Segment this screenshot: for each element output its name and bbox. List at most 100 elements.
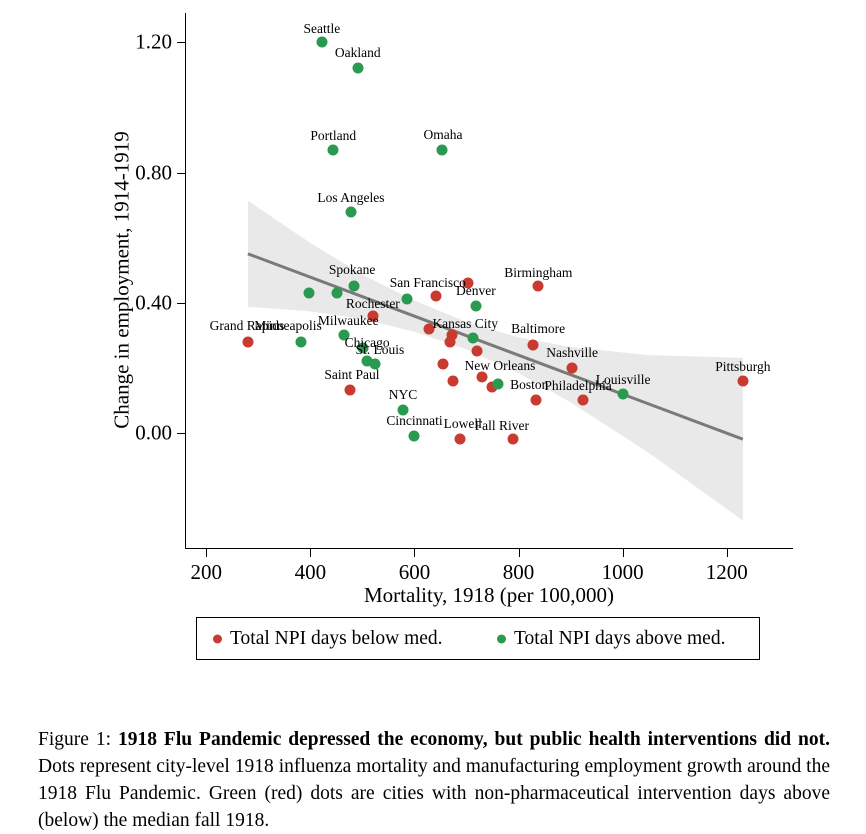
city-label-philadelphia: Philadelphia — [544, 378, 612, 394]
fit-and-ci-layer — [247, 200, 744, 521]
data-point-pittsburgh — [737, 375, 749, 387]
city-label-saint-paul: Saint Paul — [324, 367, 380, 383]
data-point-seattle — [316, 36, 328, 48]
x-tick-label-1000: 1000 — [601, 560, 644, 584]
scatter-plot: Change in employment, 1914-1919 Mortalit… — [110, 13, 793, 607]
data-point-lowell — [454, 433, 466, 445]
data-point-oakland — [352, 62, 364, 74]
y-tick-label-0.80: 0.80 — [135, 160, 172, 184]
city-label-st-louis: St. Louis — [355, 342, 405, 358]
legend-label-above: Total NPI days above med. — [514, 627, 726, 649]
caption-body-text: Dots represent city-level 1918 influenza… — [38, 755, 830, 831]
city-label-portland: Portland — [310, 127, 357, 143]
city-label-chicago: Chicago — [344, 335, 390, 351]
legend-label-below: Total NPI days below med. — [230, 627, 443, 649]
city-label-cincinnati: Cincinnati — [386, 412, 443, 428]
data-point-unlabeled — [401, 293, 413, 305]
x-tick-label-400: 400 — [294, 560, 327, 584]
x-tick-label-600: 600 — [398, 560, 431, 584]
y-tick-0.00 — [177, 432, 185, 434]
data-point-nyc — [397, 404, 409, 416]
data-point-kansas-city — [467, 332, 479, 344]
city-label-los-angeles: Los Angeles — [317, 189, 385, 205]
city-label-birmingham: Birmingham — [504, 265, 573, 281]
city-label-grand-rapids: Grand Rapids — [209, 317, 285, 333]
legend-box: Total NPI days below med. Total NPI days… — [196, 617, 760, 660]
city-label-louisville: Louisville — [595, 371, 651, 387]
x-axis-line — [185, 548, 793, 549]
data-point-fall-river — [507, 433, 519, 445]
y-tick-0.80 — [177, 172, 185, 174]
data-point-unlabeled — [357, 342, 369, 354]
data-point-unlabeled — [423, 323, 435, 335]
y-axis-line — [185, 13, 186, 549]
city-label-fall-river: Fall River — [474, 418, 529, 434]
data-point-denver — [470, 300, 482, 312]
city-label-new-orleans: New Orleans — [464, 358, 536, 374]
x-tick-600 — [414, 549, 416, 557]
legend-red-dot-icon — [213, 634, 222, 643]
data-point-nashville — [566, 362, 578, 374]
y-tick-label-0.40: 0.40 — [135, 290, 172, 315]
data-point-grand-rapids — [242, 336, 254, 348]
data-point-unlabeled — [446, 329, 458, 341]
data-point-chicago — [361, 355, 373, 367]
city-label-minneapolis: Minneapolis — [254, 317, 322, 333]
data-point-unlabeled — [447, 375, 459, 387]
city-label-spokane: Spokane — [328, 262, 376, 278]
data-point-omaha — [436, 144, 448, 156]
x-tick-label-800: 800 — [502, 560, 535, 584]
data-point-philadelphia — [577, 394, 589, 406]
data-point-unlabeled — [471, 345, 483, 357]
x-tick-200 — [206, 549, 208, 557]
legend-green-dot-icon — [497, 634, 506, 643]
data-point-boston — [530, 394, 542, 406]
data-point-unlabeled — [331, 287, 343, 299]
data-point-new-orleans — [486, 381, 498, 393]
data-point-spokane — [348, 280, 360, 292]
city-label-lowell: Lowell — [443, 416, 482, 432]
data-point-saint-paul — [344, 384, 356, 396]
city-label-san-francisco: San Francisco — [389, 275, 466, 291]
data-point-cincinnati — [408, 430, 420, 442]
data-point-milwaukee — [338, 329, 350, 341]
x-tick-400 — [310, 549, 312, 557]
y-tick-1.20 — [177, 42, 185, 44]
city-label-kansas-city: Kansas City — [432, 316, 499, 332]
data-point-louisville — [617, 388, 629, 400]
x-tick-label-1200: 1200 — [705, 560, 748, 584]
city-label-nashville: Nashville — [546, 344, 599, 360]
data-point-unlabeled — [476, 371, 488, 383]
x-tick-1200 — [726, 549, 728, 557]
city-label-denver: Denver — [455, 282, 496, 298]
city-label-oakland: Oakland — [334, 45, 381, 61]
data-point-los-angeles — [345, 206, 357, 218]
city-label-boston: Boston — [510, 377, 549, 393]
confidence-band — [247, 200, 743, 521]
city-label-milwaukee: Milwaukee — [317, 313, 379, 329]
regression-line — [247, 252, 744, 441]
caption-bold-title: 1918 Flu Pandemic depressed the economy,… — [117, 728, 830, 750]
city-label-baltimore: Baltimore — [511, 320, 566, 336]
x-axis-title: Mortality, 1918 (per 100,000) — [363, 583, 615, 607]
data-point-unlabeled — [303, 287, 315, 299]
x-tick-label-200: 200 — [190, 560, 223, 584]
city-label-nyc: NYC — [388, 386, 418, 402]
data-point-birmingham — [532, 280, 544, 292]
data-point-st-louis — [369, 358, 381, 370]
data-point-rochester — [367, 310, 379, 322]
data-point-unlabeled — [444, 336, 456, 348]
caption-figure-number: Figure 1: — [38, 728, 118, 750]
data-point-unlabeled — [462, 277, 474, 289]
data-point-portland — [327, 144, 339, 156]
city-label-rochester: Rochester — [345, 295, 400, 311]
data-point-baltimore — [527, 339, 539, 351]
city-label-omaha: Omaha — [423, 126, 463, 142]
data-point-unlabeled — [437, 358, 449, 370]
city-label-pittsburgh: Pittsburgh — [715, 358, 771, 374]
y-tick-label-1.20: 1.20 — [135, 29, 172, 54]
y-tick-0.40 — [177, 302, 185, 304]
figure-caption: Figure 1: 1918 Flu Pandemic depressed th… — [38, 726, 830, 834]
data-point-san-francisco — [430, 290, 442, 302]
